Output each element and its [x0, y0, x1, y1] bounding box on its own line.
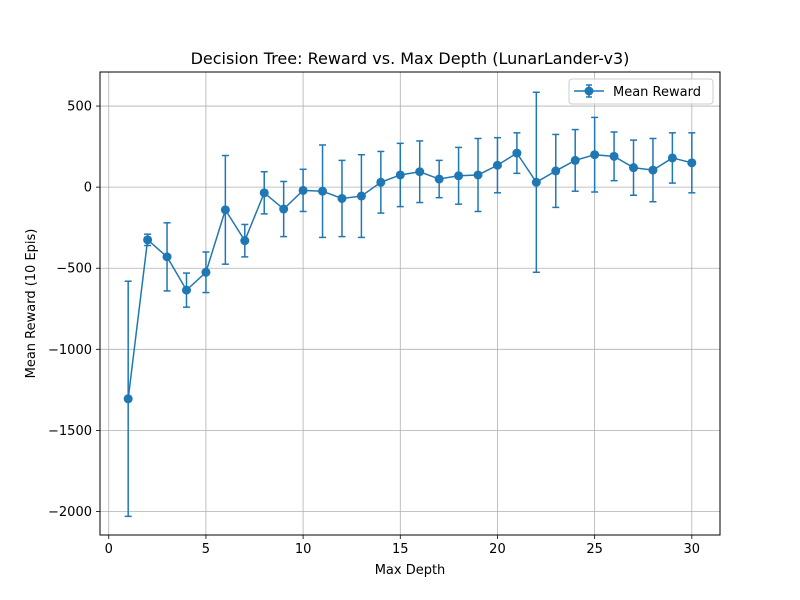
- data-point: [298, 185, 308, 195]
- series-mean-reward: [123, 91, 697, 518]
- y-tick-label: −1000: [48, 343, 92, 358]
- data-point: [279, 204, 289, 214]
- data-point: [143, 235, 153, 245]
- chart-title: Decision Tree: Reward vs. Max Depth (Lun…: [191, 49, 630, 68]
- x-tick-label: 25: [586, 542, 603, 557]
- data-point: [590, 150, 600, 160]
- series-line: [127, 152, 693, 399]
- data-point: [376, 177, 386, 187]
- y-tick-label: −2000: [48, 505, 92, 520]
- data-point: [492, 160, 502, 170]
- y-tick-label: −1500: [48, 424, 92, 439]
- y-tick-label: 0: [84, 181, 92, 196]
- data-point: [220, 205, 230, 215]
- legend-marker: [584, 86, 594, 96]
- plot-area-frame: [99, 71, 721, 536]
- legend: Mean Reward: [568, 78, 714, 105]
- x-tick-label: 15: [392, 542, 409, 557]
- data-point: [434, 174, 444, 184]
- x-axis-label: Max Depth: [375, 563, 446, 578]
- data-point: [181, 285, 191, 295]
- y-tick-label: 500: [67, 100, 92, 115]
- data-point: [473, 170, 483, 180]
- y-tick-label: −500: [56, 262, 92, 277]
- data-point: [648, 165, 658, 175]
- x-tick-label: 20: [489, 542, 506, 557]
- x-tick-label: 10: [295, 542, 312, 557]
- y-axis: −2000 −1500 −1000 −500 0 500: [48, 100, 100, 520]
- x-tick-label: 0: [105, 542, 113, 557]
- data-point: [356, 191, 366, 201]
- data-point: [531, 177, 541, 187]
- data-point: [259, 188, 269, 198]
- data-point: [667, 153, 677, 163]
- data-point: [570, 155, 580, 165]
- data-point: [512, 148, 522, 158]
- x-tick-label: 30: [684, 542, 701, 557]
- data-point: [337, 193, 347, 203]
- data-point: [123, 394, 133, 404]
- data-point: [629, 163, 639, 173]
- data-point: [687, 158, 697, 168]
- data-point: [240, 236, 250, 246]
- data-point: [162, 252, 172, 262]
- data-point: [395, 170, 405, 180]
- data-point: [551, 166, 561, 176]
- x-tick-label: 5: [202, 542, 210, 557]
- x-axis: 0 5 10 15 20 25 30: [105, 535, 700, 557]
- data-point: [609, 151, 619, 161]
- legend-box: [568, 78, 714, 105]
- data-point: [454, 171, 464, 181]
- data-point: [318, 186, 328, 196]
- grid-lines: [100, 72, 720, 535]
- data-point: [201, 267, 211, 277]
- legend-label: Mean Reward: [613, 85, 701, 100]
- data-point: [415, 167, 425, 177]
- y-axis-label: Mean Reward (10 Epis): [24, 229, 39, 379]
